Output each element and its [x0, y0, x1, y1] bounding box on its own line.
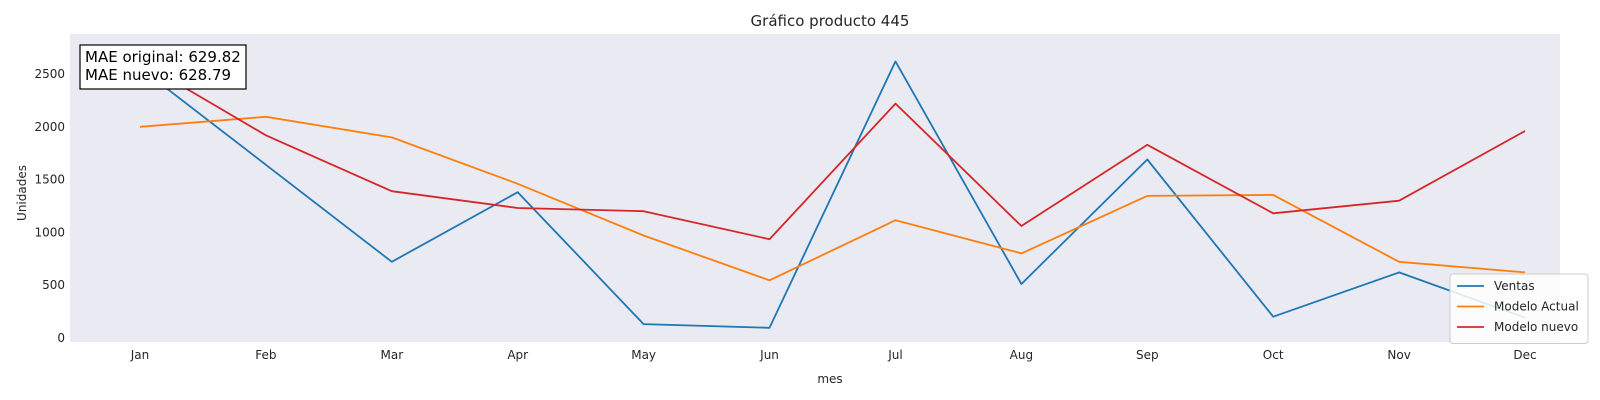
x-tick-label-feb: Feb [255, 348, 276, 362]
y-tick-label-1500: 1500 [34, 173, 65, 187]
annotation-box: MAE original: 629.82 MAE nuevo: 628.79 [79, 44, 247, 90]
x-tick-label-aug: Aug [1010, 348, 1033, 362]
x-tick-label-mar: Mar [380, 348, 403, 362]
x-axis-label: mes [817, 372, 842, 386]
y-tick-label-500: 500 [42, 278, 65, 292]
chart-title: Gráfico producto 445 [751, 12, 910, 30]
legend-frame [1449, 273, 1589, 344]
annotation-mae-nuevo: MAE nuevo: 628.79 [85, 66, 231, 84]
x-tick-label-jul: Jul [887, 348, 902, 362]
series-line-modelo-actual [139, 115, 1526, 282]
y-tick-label-2500: 2500 [34, 67, 65, 81]
legend-label-modelo-nuevo: Modelo nuevo [1494, 320, 1578, 334]
x-tick-label-apr: Apr [507, 348, 528, 362]
x-tick-label-sep: Sep [1136, 348, 1159, 362]
y-tick-label-2000: 2000 [34, 120, 65, 134]
x-tick-label-oct: Oct [1263, 348, 1284, 362]
series-line-ventas [139, 60, 1526, 329]
y-tick-label-0: 0 [57, 331, 65, 345]
annotation-mae-original: MAE original: 629.82 [85, 48, 241, 66]
y-axis-label: Unidades [15, 165, 29, 221]
legend-label-modelo-actual: Modelo Actual [1494, 300, 1579, 314]
x-tick-label-jan: Jan [130, 348, 150, 362]
x-tick-label-may: May [631, 348, 656, 362]
legend-label-ventas: Ventas [1494, 279, 1535, 293]
plot-area [70, 34, 1560, 342]
x-tick-label-jun: Jun [759, 348, 779, 362]
series-line-modelo-nuevo [139, 60, 1526, 241]
x-tick-label-dec: Dec [1513, 348, 1536, 362]
legend: Ventas Modelo Actual Modelo nuevo [1449, 273, 1589, 344]
x-tick-label-nov: Nov [1387, 348, 1410, 362]
y-tick-label-1000: 1000 [34, 225, 65, 239]
